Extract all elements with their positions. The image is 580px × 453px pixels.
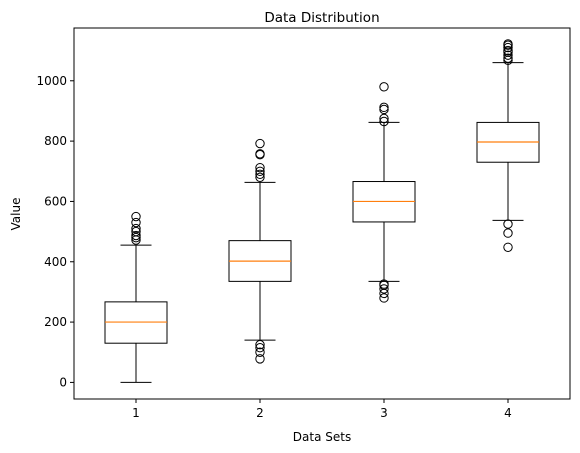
y-axis-label: Value — [9, 198, 23, 231]
y-tick-label: 400 — [44, 255, 67, 269]
outlier-point — [503, 45, 513, 56]
outlier-point — [131, 226, 141, 237]
outlier-point — [255, 166, 265, 176]
outlier-point — [503, 228, 513, 238]
outlier-point — [503, 50, 513, 60]
outlier-point — [503, 42, 513, 53]
outlier-point — [379, 293, 389, 303]
y-tick-label: 800 — [44, 134, 67, 148]
outlier-point — [131, 211, 141, 222]
outlier-point — [503, 219, 513, 229]
box-group-3 — [352, 82, 416, 303]
outlier-point — [255, 343, 265, 353]
outlier-point — [379, 116, 389, 127]
box-group-4 — [476, 39, 540, 252]
box-group-1 — [104, 211, 168, 383]
plot-frame — [73, 27, 571, 400]
outlier-point — [131, 223, 141, 234]
outlier-point — [131, 230, 141, 241]
outlier-point — [255, 169, 265, 179]
x-axis: 1 2 3 4 — [132, 399, 512, 420]
x-tick-label: 2 — [256, 406, 264, 420]
outlier-point — [379, 82, 389, 92]
x-axis-label: Data Sets — [293, 430, 351, 444]
y-tick-label: 0 — [59, 375, 67, 389]
x-tick-label: 1 — [132, 406, 140, 420]
plot-area — [104, 39, 540, 383]
outlier-point — [379, 284, 389, 294]
y-tick-label: 1000 — [36, 74, 67, 88]
box-group-2 — [228, 138, 292, 364]
outlier-point — [255, 347, 265, 357]
y-axis: 0 200 400 600 800 1000 — [36, 74, 74, 389]
outlier-point — [503, 242, 513, 252]
y-tick-label: 600 — [44, 194, 67, 208]
outlier-point — [255, 354, 265, 364]
x-tick-label: 3 — [380, 406, 388, 420]
outlier-point — [379, 102, 389, 113]
outlier-point — [379, 104, 389, 115]
y-tick-label: 200 — [44, 315, 67, 329]
outlier-point — [131, 232, 141, 243]
outlier-point — [379, 113, 389, 124]
chart-title: Data Distribution — [264, 10, 379, 26]
outlier-point — [255, 162, 265, 173]
outlier-point — [255, 149, 265, 159]
outlier-point — [255, 172, 265, 183]
x-tick-label: 4 — [504, 406, 512, 420]
outlier-point — [503, 53, 513, 63]
outlier-point — [503, 39, 513, 49]
outlier-point — [255, 340, 265, 350]
outlier-point — [255, 138, 265, 149]
outlier-point — [131, 217, 141, 228]
outlier-point — [379, 279, 389, 289]
